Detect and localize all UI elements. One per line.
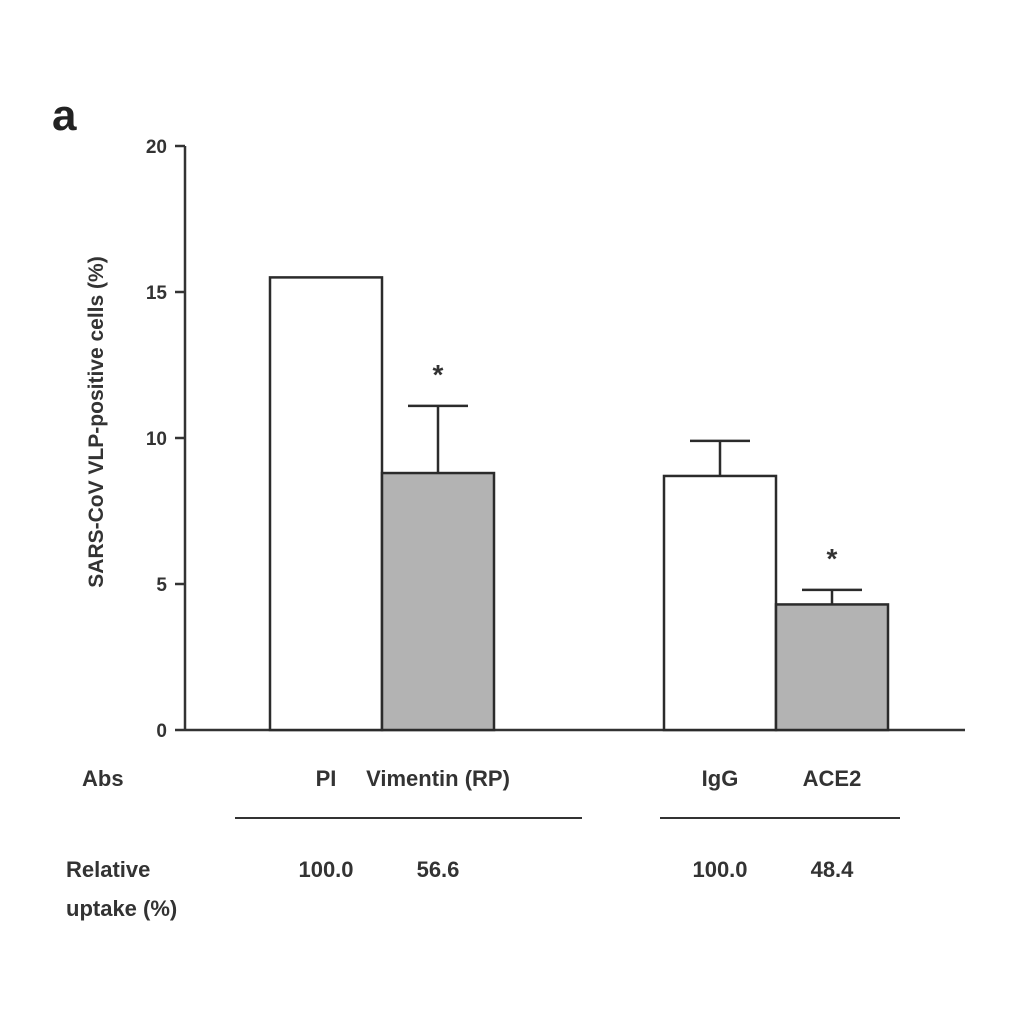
y-tick-label-4: 20 bbox=[146, 137, 167, 158]
bar-1-1 bbox=[774, 603, 890, 732]
bar-0-1 bbox=[380, 471, 496, 732]
category-label-0-0: PI bbox=[316, 766, 337, 791]
y-axis: 0 5 10 15 20 bbox=[146, 137, 187, 742]
relative-uptake-1-1: 48.4 bbox=[811, 857, 855, 882]
significance-star-0-1: * bbox=[433, 359, 444, 390]
bar-1-0 bbox=[662, 474, 778, 732]
y-tick-label-1: 5 bbox=[156, 575, 167, 596]
category-label-1-0: IgG bbox=[702, 766, 739, 791]
y-tick-label-0: 0 bbox=[156, 721, 167, 742]
y-tick-label-3: 15 bbox=[146, 283, 168, 304]
relative-uptake-values: 100.0 56.6 100.0 48.4 bbox=[298, 857, 854, 882]
category-label-1-1: ACE2 bbox=[803, 766, 862, 791]
significance-star-1-1: * bbox=[827, 543, 838, 574]
category-labels: PI Vimentin (RP) IgG ACE2 bbox=[316, 766, 862, 791]
relative-uptake-1-0: 100.0 bbox=[692, 857, 747, 882]
panel-letter: a bbox=[52, 91, 77, 140]
significance-markers: ** bbox=[433, 359, 838, 574]
relative-row-label-line2: uptake (%) bbox=[66, 896, 177, 921]
y-axis-title: SARS-CoV VLP-positive cells (%) bbox=[85, 256, 108, 587]
abs-row-label: Abs bbox=[82, 766, 124, 791]
relative-row-label-line1: Relative bbox=[66, 857, 150, 882]
category-label-0-1: Vimentin (RP) bbox=[366, 766, 510, 791]
bar-0-0 bbox=[268, 276, 384, 732]
y-tick-label-2: 10 bbox=[146, 429, 167, 450]
error-bars bbox=[408, 404, 862, 605]
bars bbox=[268, 276, 890, 732]
relative-uptake-0-1: 56.6 bbox=[417, 857, 460, 882]
relative-uptake-0-0: 100.0 bbox=[298, 857, 353, 882]
